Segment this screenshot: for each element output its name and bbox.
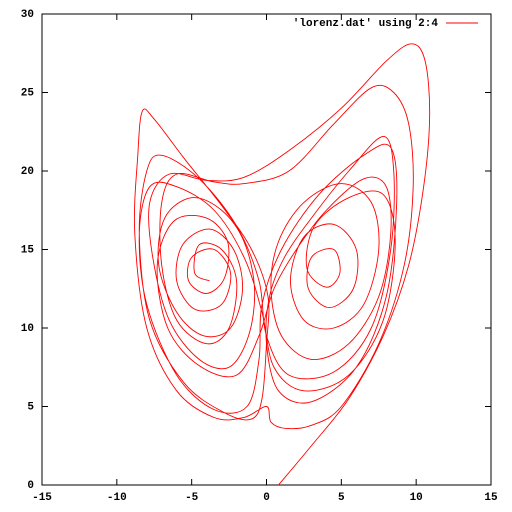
- x-tick-label: 0: [263, 492, 270, 504]
- x-tick-label: 5: [338, 492, 345, 504]
- y-tick-label: 10: [21, 323, 34, 335]
- x-tick-label: 10: [410, 492, 423, 504]
- x-tick-label: -15: [32, 492, 52, 504]
- x-tick-label: -10: [107, 492, 127, 504]
- y-tick-label: 20: [21, 166, 34, 178]
- x-tick-label: 15: [484, 492, 498, 504]
- x-tick-label: -5: [185, 492, 199, 504]
- plot-frame: [41, 13, 492, 486]
- y-tick-label: 0: [27, 480, 34, 492]
- y-tick-label: 15: [21, 244, 35, 256]
- y-tick-label: 25: [21, 87, 35, 99]
- trajectory-line: [133, 43, 431, 486]
- y-tick-label: 5: [27, 401, 34, 413]
- legend-label: 'lorenz.dat' using 2:4: [293, 18, 439, 30]
- y-tick-label: 30: [21, 9, 34, 21]
